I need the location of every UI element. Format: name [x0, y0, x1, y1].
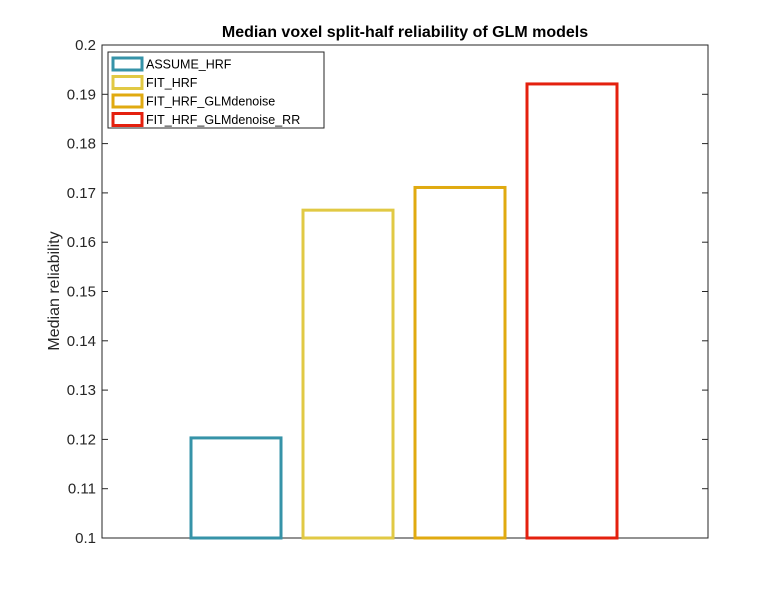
bars: [189, 82, 619, 540]
legend-label: FIT_HRF_GLMdenoise_RR: [146, 113, 300, 127]
y-tick-label: 0.11: [68, 481, 96, 498]
y-tick-label: 0.1: [75, 530, 96, 547]
y-tick-label: 0.15: [67, 284, 96, 301]
y-tick-label: 0.12: [67, 431, 96, 448]
bar-fit-hrf: [301, 208, 395, 540]
y-tick-label: 0.17: [67, 185, 96, 202]
legend-label: FIT_HRF: [146, 76, 198, 90]
y-tick-label: 0.16: [67, 234, 96, 251]
legend-label: ASSUME_HRF: [146, 58, 232, 72]
legend-box: [107, 51, 325, 129]
y-tick-label: 0.18: [67, 136, 96, 153]
legend-swatch: [111, 75, 144, 90]
legend-label: FIT_HRF_GLMdenoise: [146, 95, 275, 109]
y-axis-ticks: 0.1 0.11 0.12 0.13 0.14 0.15 0.16 0.17 0.18 0.19 0…: [67, 37, 708, 547]
chart-title: Median voxel split-half reliability of G…: [222, 24, 588, 41]
y-tick-label: 0.14: [67, 333, 96, 350]
bar-fit-hrf-glmdenoise: [413, 185, 507, 540]
legend-swatch: [111, 93, 144, 109]
y-tick-label: 0.2: [75, 37, 96, 54]
legend-swatch: [111, 56, 144, 72]
y-axis-label: Median reliability: [46, 231, 63, 350]
y-tick-label: 0.19: [67, 86, 96, 103]
bar-assume-hrf: [189, 436, 283, 540]
bar-fit-hrf-glmdenoise-rr: [525, 82, 619, 540]
legend: ASSUME_HRF FIT_HRF FIT_HRF_GLMdenoise FIT_H…: [107, 51, 325, 129]
legend-swatch: [111, 112, 144, 127]
y-tick-label: 0.13: [67, 382, 96, 399]
